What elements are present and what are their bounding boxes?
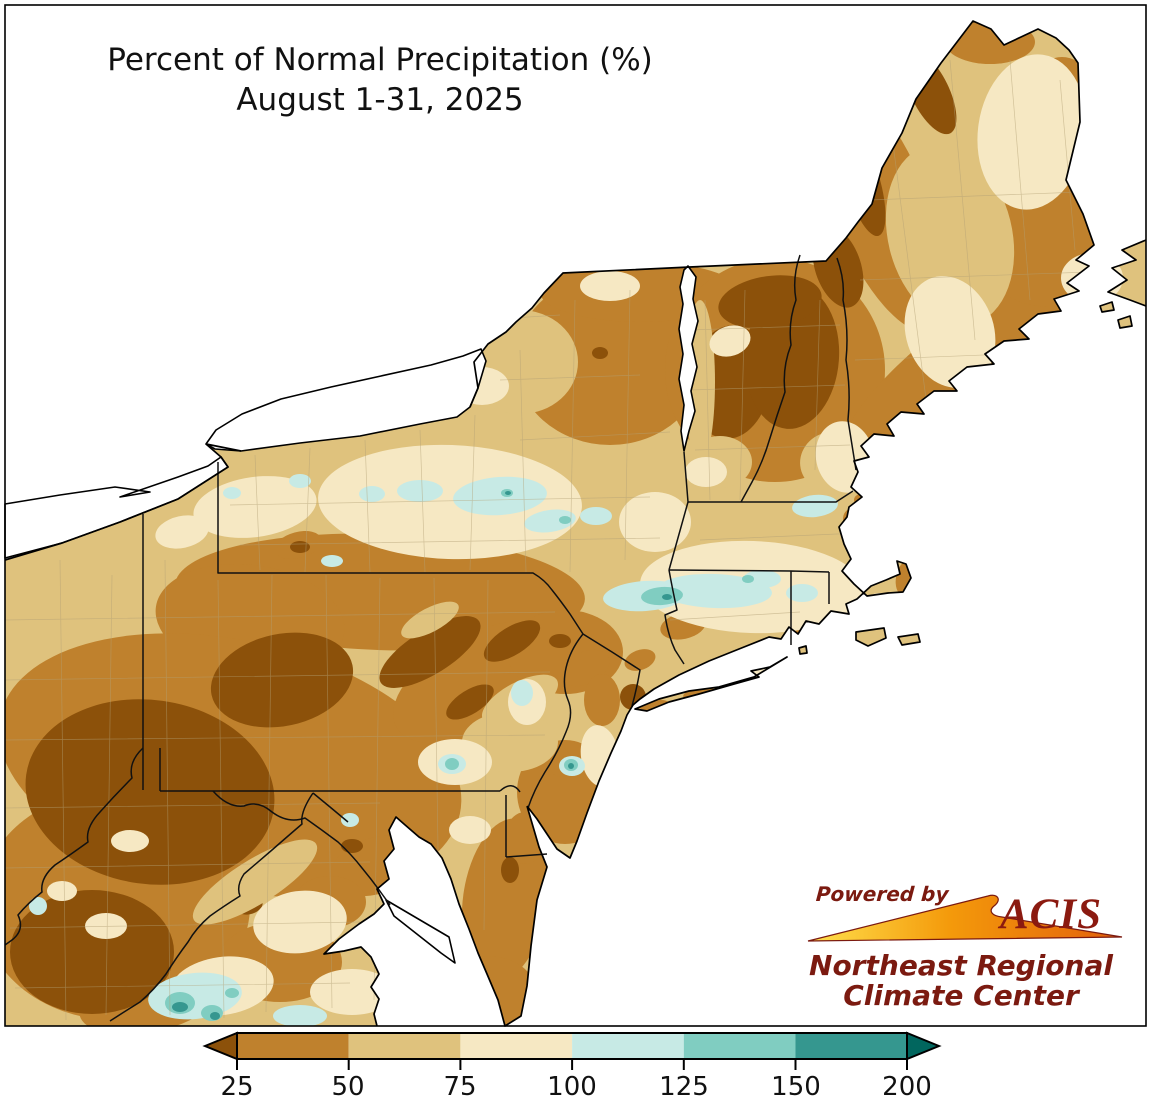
acis-swoosh-graphic (807, 894, 1123, 942)
colorbar-tick-label: 50 (331, 1072, 365, 1102)
colorbar-left-arrow (202, 1031, 238, 1061)
lake-ontario (205, 348, 487, 452)
colorbar-tick-label: 25 (220, 1072, 254, 1102)
map-title-line2: August 1-31, 2025 (236, 82, 524, 118)
acis-logo-text: ACIS (1000, 891, 1103, 938)
colorbar-segment (460, 1033, 573, 1059)
colorbar-tick-label: 150 (771, 1072, 821, 1102)
state-borders (4, 254, 857, 1022)
org-name-line2: Climate Center (843, 979, 1079, 1012)
colorbar-right-arrow (906, 1031, 942, 1061)
colorbar (202, 1031, 942, 1070)
lakes (4, 265, 699, 964)
colorbar-segment (348, 1033, 461, 1059)
coastline (4, 20, 1147, 1027)
map-title-line1: Percent of Normal Precipitation (%) (107, 42, 653, 78)
contour-fills (5, 21, 1146, 1026)
colorbar-tick-label: 200 (882, 1072, 932, 1102)
potomac-estuary (385, 899, 456, 964)
lake-champlain (678, 265, 699, 452)
map-frame (4, 4, 1147, 1027)
colorbar-tick-label: 125 (659, 1072, 709, 1102)
colorbar-segment (795, 1033, 907, 1059)
colorbar-tick-label: 75 (443, 1072, 477, 1102)
org-name-line1: Northeast Regional (809, 949, 1113, 982)
colorbar-segment (237, 1033, 349, 1059)
colorbar-tick-label: 100 (547, 1072, 597, 1102)
colorbar-ticks (236, 1059, 908, 1070)
colorbar-segment (572, 1033, 684, 1059)
colorbar-segment (683, 1033, 796, 1059)
powered-by-label: Powered by (815, 882, 950, 906)
